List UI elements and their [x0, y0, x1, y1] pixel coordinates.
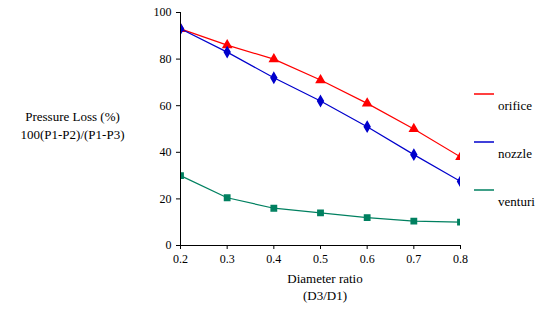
svg-text:0.7: 0.7 — [406, 252, 421, 266]
html-text:100(P1-P2)/(P1-P3): 100(P1-P2)/(P1-P3) — [20, 127, 125, 142]
html-text:(D3/D1): (D3/D1) — [303, 288, 347, 303]
svg-text:0.2: 0.2 — [173, 252, 188, 266]
html-text:nozzle: nozzle — [498, 146, 532, 161]
svg-text:60: 60 — [160, 99, 172, 113]
svg-text:0.5: 0.5 — [313, 252, 328, 266]
svg-text:0.8: 0.8 — [453, 252, 468, 266]
svg-text:0.3: 0.3 — [220, 252, 235, 266]
svg-text:20: 20 — [160, 192, 172, 206]
svg-text:0: 0 — [166, 238, 172, 252]
svg-text:0.6: 0.6 — [360, 252, 375, 266]
svg-text:40: 40 — [160, 145, 172, 159]
html-text:venturi: venturi — [498, 194, 535, 209]
svg-text:0.4: 0.4 — [266, 252, 281, 266]
svg-text:100: 100 — [154, 5, 172, 19]
svg-text:80: 80 — [160, 52, 172, 66]
html-text:Pressure Loss (%): Pressure Loss (%) — [25, 109, 120, 124]
html-text:Diameter ratio: Diameter ratio — [287, 271, 363, 286]
html-text:orifice: orifice — [498, 98, 532, 113]
